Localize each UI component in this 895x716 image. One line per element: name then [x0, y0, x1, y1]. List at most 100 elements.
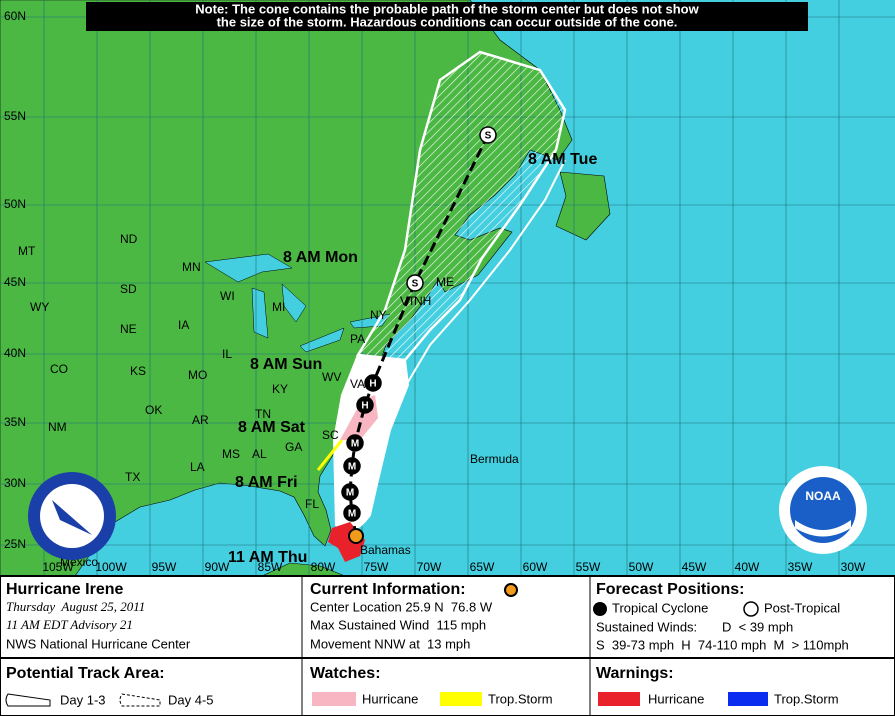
state-label: VT: [400, 294, 416, 308]
lon-label: 105W: [42, 560, 74, 574]
warning-hurricane-swatch: [598, 692, 640, 706]
day45-icon: [119, 693, 161, 707]
state-label: NY: [370, 308, 387, 322]
legend-label: Post-Tropical: [764, 600, 840, 615]
note-line: the size of the storm. Hazardous conditi…: [217, 14, 678, 29]
lon-label: 65W: [470, 560, 495, 574]
state-label: FL: [305, 497, 319, 511]
time-label: 8 AM Sun: [250, 356, 322, 373]
time-label: 8 AM Sat: [238, 419, 306, 436]
state-label: VA: [350, 377, 365, 391]
lat-label: 40N: [4, 346, 26, 360]
state-label: MT: [18, 244, 36, 258]
legend-label: Hurricane: [648, 691, 704, 706]
state-label: NE: [120, 322, 137, 336]
legend-label: Trop.Storm: [488, 691, 553, 706]
state-label: KS: [130, 364, 146, 378]
state-label: WV: [322, 370, 341, 384]
storm-name: Hurricane Irene: [6, 581, 123, 598]
warnings-title: Warnings:: [596, 665, 674, 682]
current-line: Max Sustained Wind 115 mph: [310, 617, 486, 632]
lat-label: 60N: [4, 9, 26, 23]
lon-label: 35W: [788, 560, 813, 574]
state-label: ND: [120, 232, 138, 246]
place-label: Bermuda: [470, 452, 519, 466]
track-point: [341, 483, 359, 501]
lon-label: 100W: [95, 560, 127, 574]
winds-d: D < 39 mph: [722, 619, 793, 634]
watch-storm-swatch: [440, 692, 482, 706]
track-point: [346, 434, 364, 452]
lat-label: 45N: [4, 275, 26, 289]
note-box: [86, 2, 808, 31]
state-label: LA: [190, 460, 205, 474]
state-label: MI: [272, 300, 285, 314]
legend-label: Day 4-5: [168, 692, 214, 707]
state-label: WI: [220, 289, 235, 303]
lon-label: 90W: [205, 560, 230, 574]
current-icon: [504, 583, 518, 597]
logo-text: NOAA: [805, 489, 841, 503]
track-point: [406, 274, 424, 292]
state-label: NH: [414, 294, 431, 308]
track-point-label: M: [351, 439, 359, 450]
note-line: Note: The cone contains the probable pat…: [195, 1, 699, 16]
lon-label: 40W: [735, 560, 760, 574]
track-point: [364, 374, 382, 392]
state-label: TX: [125, 470, 140, 484]
lon-label: 50W: [629, 560, 654, 574]
current-line: Movement NNW at 13 mph: [310, 636, 470, 651]
track-point: [356, 396, 374, 414]
watch-hurricane-swatch: [312, 692, 356, 706]
state-label: IA: [178, 318, 189, 332]
lat-label: 50N: [4, 197, 26, 211]
watches-title: Watches:: [310, 665, 381, 682]
lon-label: 45W: [682, 560, 707, 574]
track-point: [343, 457, 361, 475]
lat-label: 55N: [4, 109, 26, 123]
state-label: WY: [30, 300, 49, 314]
state-label: MN: [182, 260, 201, 274]
lon-label: 30W: [841, 560, 866, 574]
place-label: Bahamas: [360, 543, 411, 557]
lat-label: 30N: [4, 476, 26, 490]
lon-label: 80W: [311, 560, 336, 574]
track-point-label: H: [369, 379, 376, 390]
lon-label: 95W: [152, 560, 177, 574]
forecast-title: Forecast Positions:: [596, 581, 744, 598]
post-tropical-icon: [743, 601, 759, 617]
lon-label: 60W: [523, 560, 548, 574]
state-label: TN: [255, 407, 271, 421]
state-label: MS: [222, 447, 240, 461]
state-label: AR: [192, 413, 209, 427]
lon-label: 55W: [576, 560, 601, 574]
cone-outer-edge: [401, 159, 566, 393]
state-label: OK: [145, 403, 162, 417]
time-label: 8 AM Fri: [235, 474, 298, 491]
track-area-title: Potential Track Area:: [6, 665, 165, 682]
warning-storm-swatch: [728, 692, 768, 706]
noaa-logo: NOAA: [779, 466, 867, 554]
legend-label: Day 1-3: [60, 692, 106, 707]
winds-scale: S 39-73 mph H 74-110 mph M > 110mph: [596, 637, 849, 652]
track-point-label: M: [348, 462, 356, 473]
advisory: 11 AM EDT Advisory 21: [6, 617, 133, 632]
storm-date: Thursday August 25, 2011: [6, 599, 145, 614]
track-point-label: S: [412, 279, 419, 290]
state-label: KY: [272, 382, 288, 396]
legend-label: Hurricane: [362, 691, 418, 706]
time-label: 11 AM Thu: [228, 549, 307, 566]
tropical-icon: [593, 602, 607, 616]
state-label: SC: [322, 428, 339, 442]
lon-label: 70W: [417, 560, 442, 574]
day13-icon: [5, 693, 51, 707]
newfoundland: [555, 171, 611, 241]
state-label: PA: [350, 332, 365, 346]
state-label: CO: [50, 362, 68, 376]
track-point-label: M: [348, 509, 356, 520]
current-title: Current Information:: [310, 581, 466, 598]
time-label: 8 AM Mon: [283, 249, 358, 266]
lon-label: 85W: [258, 560, 283, 574]
